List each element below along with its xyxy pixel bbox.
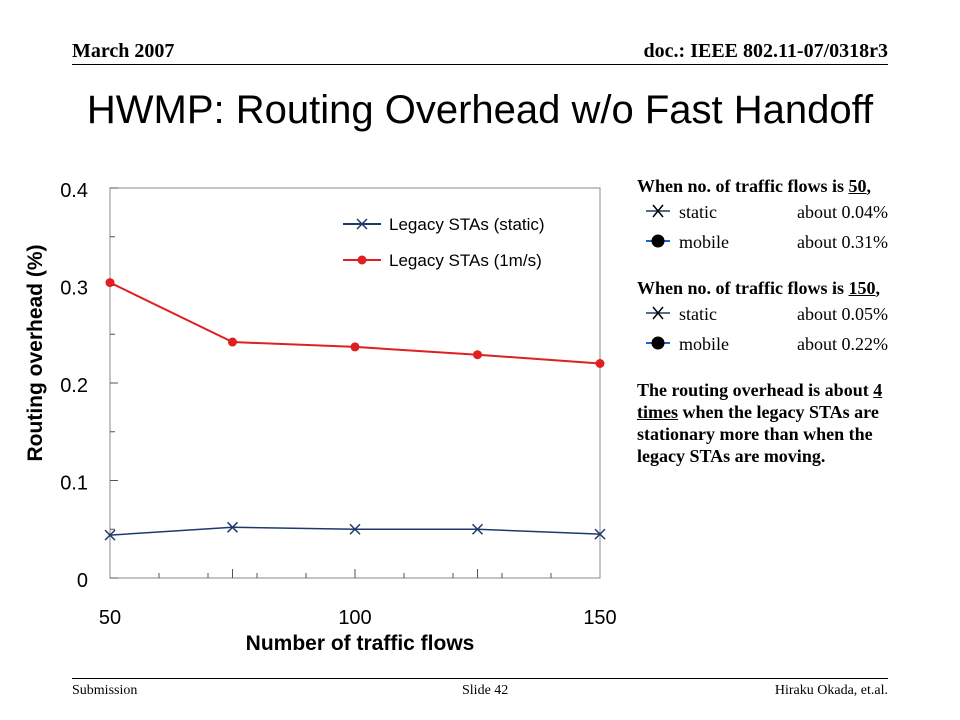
conclusion-post: when the legacy STAs are stationary more… (637, 402, 879, 466)
slide-title: HWMP: Routing Overhead w/o Fast Handoff (86, 88, 874, 132)
x-tick-label: 50 (99, 607, 121, 629)
static-label: static (679, 202, 717, 222)
y-axis-label: Routing overhead (%) (24, 244, 47, 461)
x-axis-label: Number of traffic flows (246, 632, 475, 655)
conclusion-pre: The routing overhead is about (637, 380, 874, 400)
notes-row-mobile-150: mobile about 0.22% (637, 329, 922, 359)
y-tick-label: 0 (77, 570, 88, 592)
y-tick-label: 0.2 (60, 375, 88, 397)
notes-tail-50: , (866, 176, 871, 196)
series-1-point (471, 523, 484, 535)
notes-block-150: When no. of traffic flows is 150, (637, 277, 922, 299)
series-1-point (594, 528, 606, 540)
series-2-point (595, 359, 605, 368)
notes-intro-50: When no. of traffic flows is (637, 176, 844, 196)
legend-label: Legacy STAs (1m/s) (389, 251, 542, 270)
plot-area (109, 187, 601, 579)
y-tick-label: 0.4 (60, 180, 88, 202)
circle-marker-icon (646, 336, 670, 350)
footer-authors: Hiraku Okada, et.al. (774, 683, 888, 698)
line-chart: 0 0.1 0.2 0.3 0.4 50 100 150 Number of traffic f… (24, 180, 617, 655)
notes-count-150: 150 (848, 278, 876, 298)
mobile-label: mobile (679, 334, 729, 354)
conclusion-emphasis: 4 times (637, 380, 883, 422)
mobile-label: mobile (679, 232, 729, 252)
series-1-point (226, 521, 239, 533)
mobile-value-150: about 0.22% (797, 334, 888, 354)
y-tick-label: 0.3 (60, 278, 88, 300)
static-value-150: about 0.05% (797, 304, 888, 324)
notes-intro-150: When no. of traffic flows is (637, 278, 844, 298)
notes-block-50: When no. of traffic flows is 50, (637, 175, 922, 197)
static-value-50: about 0.04% (797, 202, 888, 222)
series-2-point (350, 342, 360, 352)
series-1-point (349, 523, 361, 535)
series-2-point (473, 350, 482, 360)
legend-swatch-marker (356, 218, 368, 230)
legend-label: Legacy STAs (static) (389, 215, 545, 234)
header-doc-id: doc.: IEEE 802.11-07/0318r3 (643, 40, 888, 62)
notes-count-50: 50 (848, 176, 867, 196)
footer-slide-number: Slide 42 (462, 683, 509, 698)
x-tick-label: 150 (583, 607, 616, 629)
circle-marker-icon (646, 234, 670, 248)
notes-conclusion: The routing overhead is about 4 times wh… (637, 379, 922, 467)
footer-divider (72, 678, 888, 679)
x-marker-icon (646, 204, 670, 218)
series-2-point (228, 337, 237, 347)
notes-row-static-50: static about 0.04% (637, 197, 922, 227)
series-1-point (104, 529, 116, 541)
x-tick-label: 100 (338, 607, 371, 629)
notes-tail-150: , (875, 278, 880, 298)
series-2-point (105, 278, 115, 288)
x-marker-icon (646, 306, 670, 320)
notes-row-static-150: static about 0.05% (637, 299, 922, 329)
footer-submission: Submission (72, 683, 138, 698)
notes-row-mobile-50: mobile about 0.31% (637, 227, 922, 257)
static-label: static (679, 304, 717, 324)
mobile-value-50: about 0.31% (797, 232, 888, 252)
legend-swatch-marker (357, 255, 367, 265)
header-divider (72, 64, 888, 65)
notes-panel: When no. of traffic flows is 50, static … (637, 175, 922, 467)
y-tick-label: 0.1 (60, 473, 88, 495)
header-date: March 2007 (72, 40, 175, 62)
